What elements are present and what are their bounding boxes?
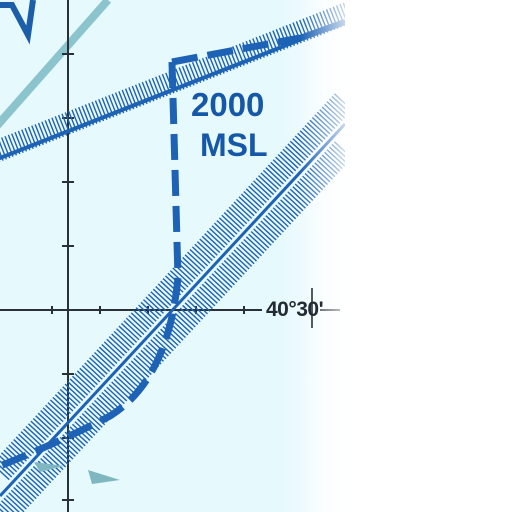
- dark-blue-glyph: [0, 0, 36, 45]
- latitude-label: 40°30': [266, 298, 324, 321]
- teal-arrow-marker: [88, 470, 120, 484]
- teal-route-line: [0, 0, 111, 129]
- airspace-floor-unit: MSL: [200, 127, 268, 163]
- diagonal-airspace-band: [0, 91, 354, 512]
- airspace-floor-altitude: 2000: [191, 86, 265, 123]
- teal-arrow-marker: [34, 462, 64, 472]
- longitude-grid-line: [62, 0, 74, 512]
- map-edge-white: [345, 0, 512, 512]
